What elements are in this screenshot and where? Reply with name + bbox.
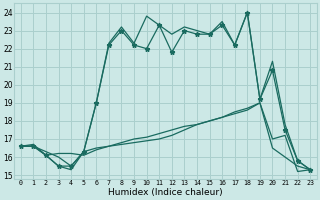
X-axis label: Humidex (Indice chaleur): Humidex (Indice chaleur) (108, 188, 223, 197)
